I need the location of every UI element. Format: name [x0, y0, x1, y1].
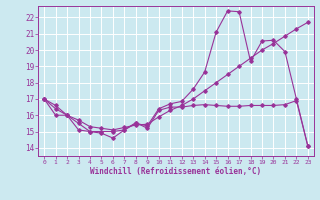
X-axis label: Windchill (Refroidissement éolien,°C): Windchill (Refroidissement éolien,°C) — [91, 167, 261, 176]
